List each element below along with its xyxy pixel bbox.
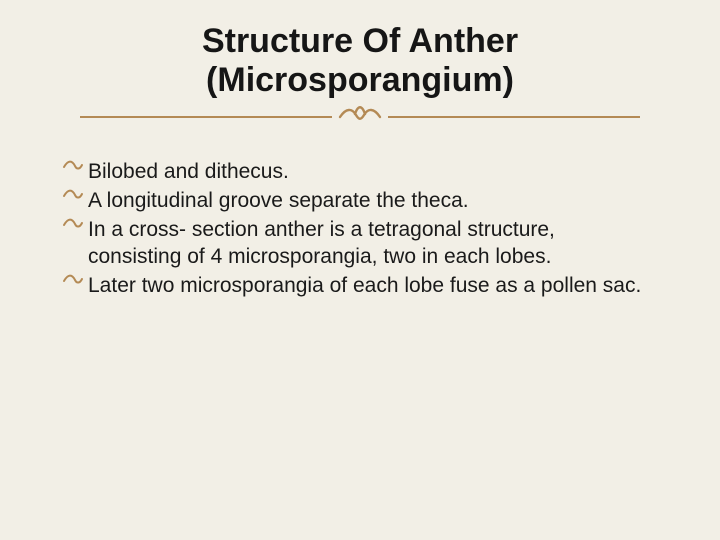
bullet-icon <box>62 184 84 213</box>
title-block: Structure Of Anther (Microsporangium) <box>0 0 720 132</box>
list-item-text: In a cross- section anther is a tetragon… <box>88 216 652 270</box>
list-item-text: A longitudinal groove separate the theca… <box>88 187 469 214</box>
list-item-text: Bilobed and dithecus. <box>88 158 289 185</box>
divider-rule-right <box>388 116 640 118</box>
bullet-icon <box>62 269 84 298</box>
title-line-2: (Microsporangium) <box>0 61 720 100</box>
list-item-text: Later two microsporangia of each lobe fu… <box>88 272 641 299</box>
bullet-icon <box>62 213 84 242</box>
bullet-list: Bilobed and dithecus. A longitudinal gro… <box>62 158 652 299</box>
title-line-1: Structure Of Anther <box>0 22 720 61</box>
divider-rule-left <box>80 116 332 118</box>
list-item: A longitudinal groove separate the theca… <box>62 187 652 214</box>
list-item: In a cross- section anther is a tetragon… <box>62 216 652 270</box>
title-divider <box>80 102 640 132</box>
flourish-icon <box>336 102 384 137</box>
list-item: Later two microsporangia of each lobe fu… <box>62 272 652 299</box>
list-item: Bilobed and dithecus. <box>62 158 652 185</box>
bullet-icon <box>62 155 84 184</box>
